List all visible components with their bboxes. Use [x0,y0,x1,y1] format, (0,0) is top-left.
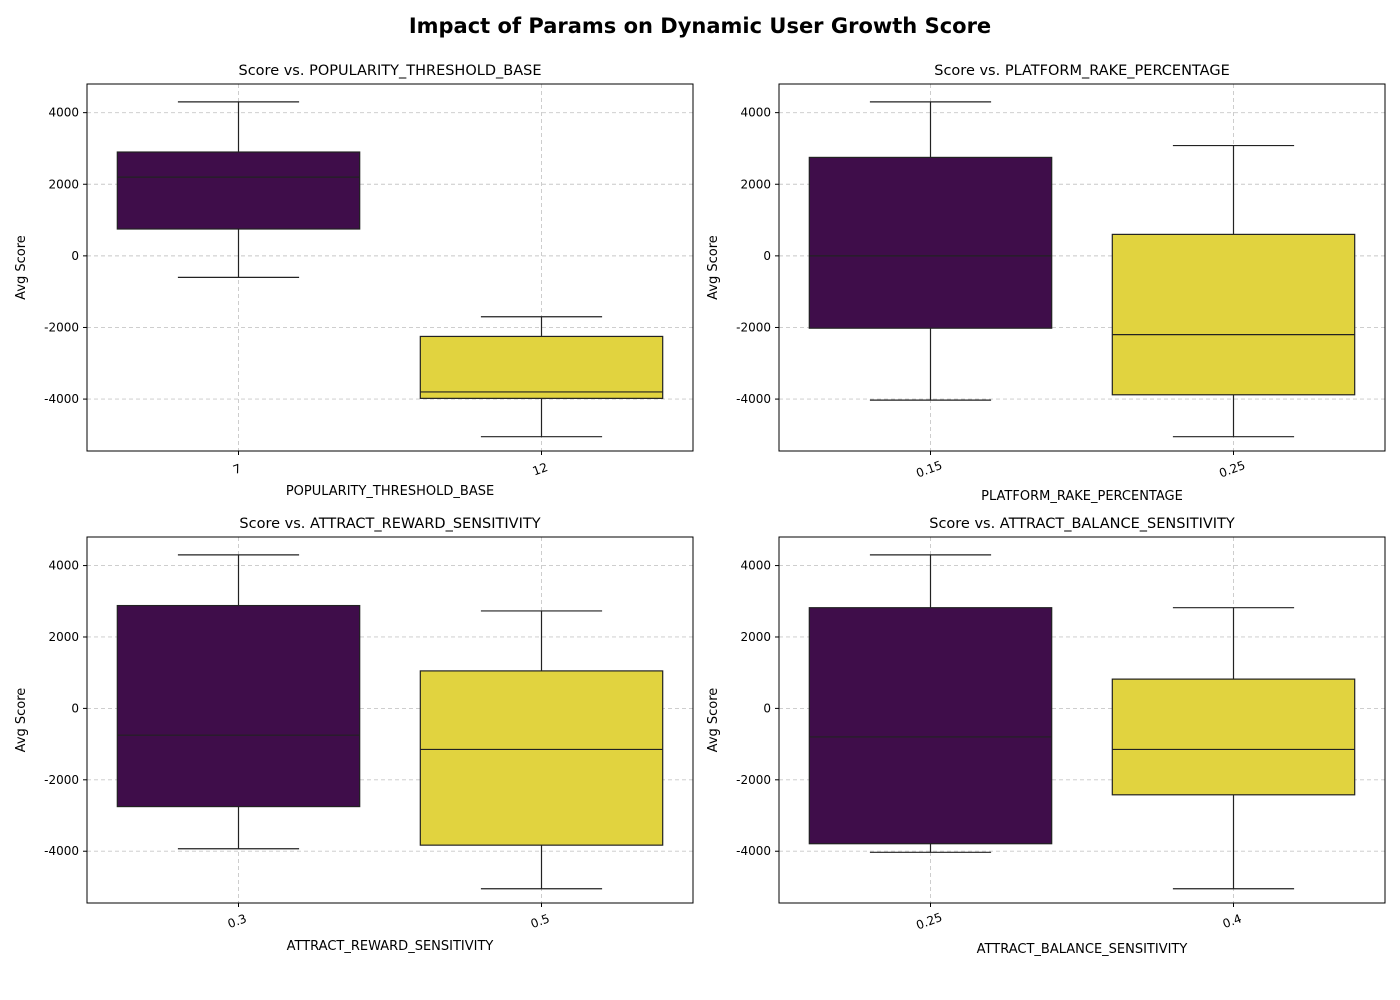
figure-title: Impact of Params on Dynamic User Growth … [408,14,992,38]
box-iqr [1111,678,1356,796]
box-0.25 [1111,144,1356,438]
y-tick-label: 2000 [740,177,771,191]
y-tick-label: 2000 [740,630,771,644]
subplot-title: Score vs. ATTRACT_REWARD_SENSITIVITY [239,516,540,532]
x-axis-label: ATTRACT_REWARD_SENSITIVITY [287,939,494,954]
box-iqr [1111,233,1356,396]
y-tick-label: 4000 [48,106,79,120]
box-iqr [419,335,664,399]
x-axis-label: POPULARITY_THRESHOLD_BASE [286,484,494,499]
axes-frame [86,83,694,452]
x-tick-label: 0.25 [1217,458,1247,480]
y-tick-label: -4000 [736,392,771,406]
subplot-3: -4000 -2000 0 2000 4000 0.3 0.5 Score vs. ATTRA… [14,516,694,954]
x-tick-label: 0.15 [914,458,944,480]
x-axis-label: PLATFORM_RAKE_PERCENTAGE [981,489,1183,504]
y-tick-label: 2000 [48,177,79,191]
y-axis-label: Avg Score [706,235,721,300]
box-iqr [808,607,1053,845]
x-tick-label: 0.3 [226,911,249,931]
box-iqr [808,156,1053,329]
y-tick-label: 2000 [48,630,79,644]
box-iqr [116,604,361,808]
x-tick-label: 0.4 [1221,911,1244,931]
box-0.25 [808,554,1053,853]
box-iqr [419,670,664,846]
y-axis-label: Avg Score [14,235,29,300]
x-tick-label: 7 [231,461,243,477]
y-tick-label: 4000 [48,559,79,573]
y-axis-label: Avg Score [706,688,721,753]
y-tick-label: -4000 [44,392,79,406]
axes-frame [86,536,694,904]
subplot-title: Score vs. POPULARITY_THRESHOLD_BASE [239,63,542,79]
subplot-title: Score vs. PLATFORM_RAKE_PERCENTAGE [934,63,1229,79]
subplot-2: -4000 -2000 0 2000 4000 0.15 0.25 Score vs. PLA… [706,63,1386,504]
y-tick-label: 4000 [740,106,771,120]
y-tick-label: -2000 [736,320,771,334]
y-tick-label: 0 [71,249,79,263]
box-12 [419,316,664,438]
x-tick-label: 0.5 [529,911,552,931]
y-tick-label: -2000 [44,320,79,334]
y-axis-label: Avg Score [14,688,29,753]
y-tick-label: -2000 [736,773,771,787]
x-tick-label: 0.25 [914,910,944,932]
subplot-title: Score vs. ATTRACT_BALANCE_SENSITIVITY [929,516,1235,532]
y-tick-label: 0 [763,701,771,715]
box-0.15 [808,101,1053,401]
axes-frame [778,536,1386,904]
y-tick-label: -4000 [736,844,771,858]
y-tick-label: -2000 [44,773,79,787]
y-tick-label: 0 [71,701,79,715]
box-0.5 [419,610,664,890]
y-tick-label: 4000 [740,559,771,573]
x-axis-label: ATTRACT_BALANCE_SENSITIVITY [977,942,1188,957]
box-0.4 [1111,607,1356,890]
subplot-1: -4000 -2000 0 2000 4000 7 12 Score vs. POPULARI… [14,63,694,499]
x-tick-label: 12 [531,460,550,478]
y-tick-label: 0 [763,249,771,263]
box-0.3 [116,554,361,850]
subplot-4: -4000 -2000 0 2000 4000 0.25 0.4 Score vs. ATTR… [706,516,1386,957]
axes-frame [778,83,1386,452]
box-iqr [116,151,361,230]
box-7 [116,101,361,278]
y-tick-label: -4000 [44,844,79,858]
